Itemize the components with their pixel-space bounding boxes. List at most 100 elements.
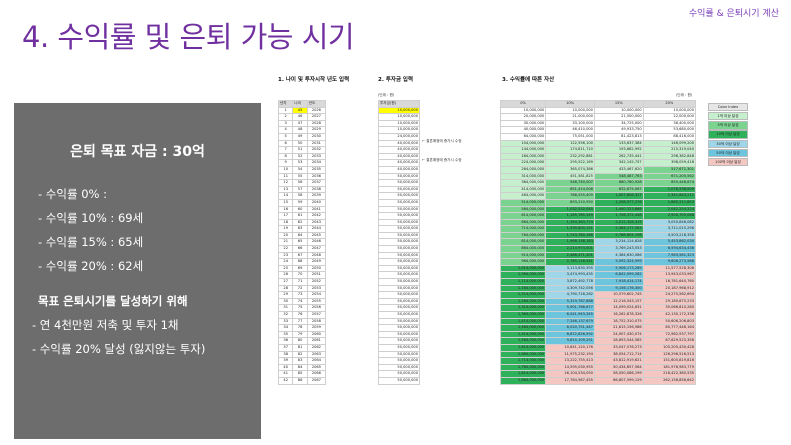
cell: 4,503,218,358 (642, 231, 697, 240)
cell: 151,605,819,816 (642, 357, 697, 365)
cell: 50,000,000 (378, 192, 420, 200)
cell: 24,907,430,074 (593, 330, 644, 339)
table-row: 18 62 2043 (277, 218, 327, 227)
cell: 1,764,000,000 (499, 363, 547, 372)
cell: 414,000,000 (499, 185, 547, 194)
cell: 13,943,033,967 (642, 271, 697, 280)
cell: 2,768,804,198 (593, 231, 644, 240)
cell: 78 (292, 324, 308, 332)
table-row: 814,000,000 1,968,158,183 3,234,124,828 5,4… (499, 238, 697, 247)
table-row: 50,000,000 (378, 179, 420, 187)
legend-item: 30억 이상 달성 (708, 139, 748, 148)
invest-header-row: 투자금(원) (378, 100, 420, 108)
cell: 1,614,000,000 (499, 343, 547, 352)
cell: 1,341,843,211 (642, 192, 697, 200)
cell: 174,811,710 (545, 146, 595, 154)
cell: 1,539,800,151 (545, 225, 595, 233)
cell: 21,500,000 (593, 113, 644, 121)
cell: 8,020,751,447 (545, 324, 595, 332)
cell: 49 (292, 132, 308, 141)
cell: 2049 (306, 258, 327, 266)
table-row: 1,114,000,000 3,872,492,778 7,918,414,174 1… (499, 278, 697, 286)
cell: 33,100,000 (545, 119, 595, 128)
cell: 2037 (306, 179, 327, 187)
table-row: 24 68 2049 (277, 258, 327, 266)
header-cell: 20% (642, 100, 697, 108)
cell: 1,414,000,000 (499, 317, 547, 326)
cell: 1,064,000,000 (499, 271, 547, 280)
cell: 2058 (306, 317, 327, 326)
table-row: 1,514,000,000 8,872,826,592 24,907,430,074… (499, 330, 697, 339)
age-year-table: 년차 나이 년도 1 45 2026 2 46 2027 3 47 2028 4 48 2029 5 49 203… (277, 100, 327, 385)
cell: 87,629,525,356 (642, 337, 697, 345)
target-heading: 목표 은퇴시기를 달성하기 위해 (38, 294, 188, 308)
cell: 1,032,532,045 (545, 205, 595, 214)
table-row: 21 65 2046 (277, 238, 327, 247)
cell: 181,976,983,779 (642, 363, 697, 372)
cell: 2038 (306, 185, 327, 194)
table-row: 50,000,000 (378, 311, 420, 319)
table-row: 9 53 2034 (277, 159, 327, 167)
unit-right: (단위 : 원) (676, 93, 693, 97)
cell: 19 (277, 225, 294, 233)
cell: 52 (292, 152, 308, 161)
cell: 2,214,974,001 (545, 245, 595, 253)
cell: 67 (292, 251, 308, 260)
table-row: 1,064,000,000 3,474,993,435 6,842,099,282 1… (499, 271, 697, 280)
cell: 614,000,000 (499, 212, 547, 220)
table-row: 23 67 2048 (277, 251, 327, 260)
cell: 1,864,000,000 (499, 376, 547, 385)
target-line-2: - 수익률 20% 달성 (잃지않는 투자) (32, 342, 206, 356)
table-row: 39 83 2064 (277, 357, 327, 365)
unit-left: (단위 : 원) (378, 93, 395, 97)
cell: 3,050,846,082 (642, 218, 697, 227)
cell: 855,446,674 (642, 179, 697, 187)
cell: 40,000,000 (378, 165, 420, 174)
cell: 3,474,993,435 (545, 271, 595, 280)
cell: 7 (277, 146, 294, 154)
cell: 8,872,826,592 (545, 330, 595, 339)
cell: 314,000,000 (499, 172, 547, 181)
cell: 1,264,000,000 (499, 297, 547, 306)
cell: 3,872,492,778 (545, 278, 595, 286)
table-row: 33 77 2058 (277, 317, 327, 326)
cell: 50,000,000 (378, 198, 420, 207)
cell: 5,453,862,030 (642, 238, 697, 247)
cell: 64 (292, 231, 308, 240)
table-row: 50,000,000 (378, 330, 420, 339)
cell: 2057 (306, 311, 327, 319)
table-row: 6 50 2031 (277, 139, 327, 148)
cell: 104,000,000 (499, 139, 547, 148)
cell: 22,000,000 (642, 113, 697, 121)
cell: 295,522,169 (545, 159, 595, 167)
table-row: 40,000,000 (378, 139, 420, 148)
top-right-caption: 수익률 & 은퇴시기 계산 (688, 9, 779, 19)
table-row: 564,000,000 1,032,532,045 1,440,323,868 2,0… (499, 205, 697, 214)
table-row: 50,000,000 (378, 317, 420, 326)
cell: 21 (277, 238, 294, 247)
cell: 4,384,630,086 (593, 251, 644, 260)
cell: 13,222,755,413 (545, 357, 595, 365)
table-row: 26 70 2051 (277, 271, 327, 280)
table-row: 1,314,000,000 5,901,766,677 14,099,024,631… (499, 304, 697, 312)
cell: 764,000,000 (499, 231, 547, 240)
cell: 62 (292, 218, 308, 227)
cell: 12 (277, 179, 294, 187)
cell: 72 (292, 284, 308, 293)
cell: 964,000,000 (499, 258, 547, 266)
table-row: 40,000,000 (378, 152, 420, 161)
table-row: 16 60 2041 (277, 205, 327, 214)
cell: 1,014,000,000 (499, 264, 547, 273)
table-row: 3 47 2028 (277, 119, 327, 128)
cell: 2052 (306, 278, 327, 286)
cell: 40 (277, 363, 294, 372)
cell: 671,205,562 (642, 172, 697, 181)
cell: 50,000,000 (378, 231, 420, 240)
table-row: 37 81 2062 (277, 343, 327, 352)
cell: 864,000,000 (499, 245, 547, 253)
table-row: 50,000,000 (378, 205, 420, 214)
table-row: 50,000,000 (378, 343, 420, 352)
cell: 1,814,000,000 (499, 370, 547, 378)
cell: 20,000,000 (499, 113, 547, 121)
cell: 1,208,977,276 (593, 198, 644, 207)
